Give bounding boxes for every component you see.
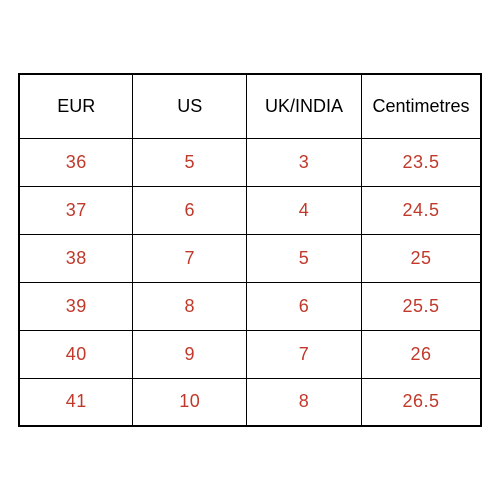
cell-eur: 39 [19,282,133,330]
table-row: 41 10 8 26.5 [19,378,481,426]
cell-eur: 38 [19,234,133,282]
table-header-row: EUR US UK/INDIA Centimetres [19,74,481,138]
size-chart-table: EUR US UK/INDIA Centimetres 36 5 3 23.5 … [18,73,482,427]
table-row: 38 7 5 25 [19,234,481,282]
col-header-centimetres: Centimetres [362,74,481,138]
cell-us: 9 [133,330,247,378]
cell-uk: 3 [247,138,362,186]
cell-cm: 26 [362,330,481,378]
cell-eur: 36 [19,138,133,186]
table-row: 39 8 6 25.5 [19,282,481,330]
cell-uk: 5 [247,234,362,282]
cell-eur: 37 [19,186,133,234]
cell-us: 7 [133,234,247,282]
table-row: 40 9 7 26 [19,330,481,378]
cell-uk: 4 [247,186,362,234]
col-header-us: US [133,74,247,138]
cell-eur: 40 [19,330,133,378]
size-chart-container: EUR US UK/INDIA Centimetres 36 5 3 23.5 … [0,53,500,447]
cell-uk: 6 [247,282,362,330]
cell-us: 8 [133,282,247,330]
cell-uk: 8 [247,378,362,426]
cell-eur: 41 [19,378,133,426]
table-row: 37 6 4 24.5 [19,186,481,234]
cell-us: 10 [133,378,247,426]
cell-us: 5 [133,138,247,186]
cell-cm: 23.5 [362,138,481,186]
col-header-eur: EUR [19,74,133,138]
cell-us: 6 [133,186,247,234]
table-row: 36 5 3 23.5 [19,138,481,186]
cell-cm: 24.5 [362,186,481,234]
cell-cm: 25 [362,234,481,282]
cell-uk: 7 [247,330,362,378]
col-header-uk-india: UK/INDIA [247,74,362,138]
cell-cm: 25.5 [362,282,481,330]
cell-cm: 26.5 [362,378,481,426]
